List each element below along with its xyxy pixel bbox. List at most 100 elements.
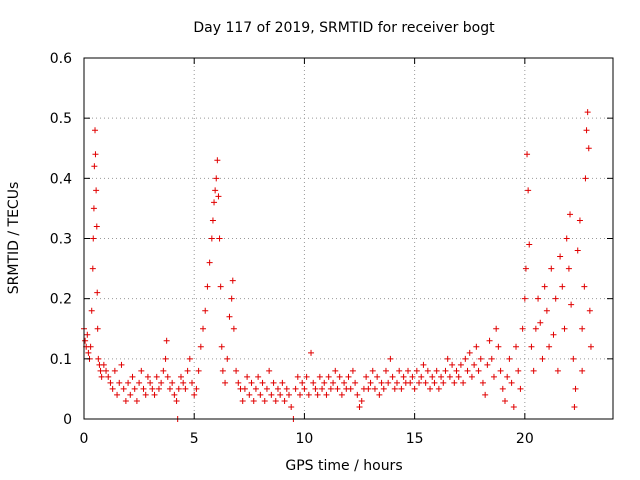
data-point <box>449 361 456 368</box>
data-point <box>462 355 469 362</box>
data-point <box>519 325 526 332</box>
data-point <box>261 397 268 404</box>
data-point <box>557 253 564 260</box>
data-point <box>229 277 236 284</box>
data-point <box>91 163 98 170</box>
data-point <box>334 385 341 392</box>
data-point <box>345 373 352 380</box>
data-point <box>528 343 535 350</box>
data-point <box>490 373 497 380</box>
data-point <box>332 367 339 374</box>
data-point <box>105 373 112 380</box>
data-point <box>532 325 539 332</box>
data-point <box>97 367 104 374</box>
data-point <box>217 283 224 290</box>
data-point <box>177 373 184 380</box>
data-point <box>162 355 169 362</box>
data-point <box>526 241 533 248</box>
data-point <box>570 355 577 362</box>
data-point <box>464 367 471 374</box>
y-tick-label: 0.3 <box>50 232 72 248</box>
data-point <box>136 379 143 386</box>
data-point <box>493 325 500 332</box>
data-point <box>173 397 180 404</box>
data-point <box>358 397 365 404</box>
data-point <box>567 211 574 218</box>
data-point <box>103 367 110 374</box>
data-point <box>180 379 187 386</box>
data-point <box>310 379 317 386</box>
data-point <box>151 391 158 398</box>
data-point <box>120 385 127 392</box>
data-point <box>125 379 132 386</box>
data-point <box>586 307 593 314</box>
data-point <box>100 361 107 368</box>
data-point <box>473 343 480 350</box>
data-point <box>144 373 151 380</box>
data-point <box>272 397 279 404</box>
data-point <box>211 199 218 206</box>
data-point <box>88 307 95 314</box>
data-point <box>202 307 209 314</box>
x-tick-label: 5 <box>190 431 199 447</box>
data-point <box>521 295 528 302</box>
data-point <box>400 373 407 380</box>
data-point <box>535 295 542 302</box>
data-point <box>241 385 248 392</box>
data-point <box>268 391 275 398</box>
data-point <box>95 355 102 362</box>
y-tick-label: 0 <box>63 412 72 428</box>
data-point <box>510 403 517 410</box>
data-point <box>524 151 531 158</box>
data-point <box>347 385 354 392</box>
data-point <box>576 217 583 224</box>
data-point <box>90 235 97 242</box>
data-point <box>252 385 259 392</box>
data-point <box>186 355 193 362</box>
data-point <box>279 379 286 386</box>
data-point <box>114 391 121 398</box>
data-point <box>166 385 173 392</box>
data-point <box>522 265 529 272</box>
data-point <box>259 379 266 386</box>
data-point <box>321 379 328 386</box>
data-point <box>163 337 170 344</box>
data-point <box>389 373 396 380</box>
data-point <box>552 295 559 302</box>
data-point <box>224 355 231 362</box>
data-point <box>250 397 257 404</box>
data-point <box>94 325 101 332</box>
data-point <box>396 367 403 374</box>
data-point <box>442 367 449 374</box>
data-point <box>376 391 383 398</box>
data-point <box>266 367 273 374</box>
data-point <box>349 367 356 374</box>
data-point <box>517 385 524 392</box>
data-point <box>288 403 295 410</box>
data-point <box>85 349 92 356</box>
data-point <box>255 373 262 380</box>
data-point <box>93 223 100 230</box>
data-point <box>546 343 553 350</box>
data-point <box>133 397 140 404</box>
data-point <box>158 379 165 386</box>
data-point <box>90 205 97 212</box>
data-point <box>303 373 310 380</box>
data-point <box>497 367 504 374</box>
data-point <box>171 391 178 398</box>
data-point <box>314 391 321 398</box>
data-point <box>93 187 100 194</box>
data-point <box>206 259 213 266</box>
data-point <box>175 385 182 392</box>
data-point <box>354 391 361 398</box>
data-point <box>228 295 235 302</box>
data-point <box>149 385 156 392</box>
data-point <box>84 331 91 338</box>
data-point <box>184 367 191 374</box>
data-point <box>285 391 292 398</box>
data-point <box>341 379 348 386</box>
data-point <box>92 127 99 134</box>
data-point <box>138 367 145 374</box>
data-point <box>587 343 594 350</box>
data-point <box>427 385 434 392</box>
